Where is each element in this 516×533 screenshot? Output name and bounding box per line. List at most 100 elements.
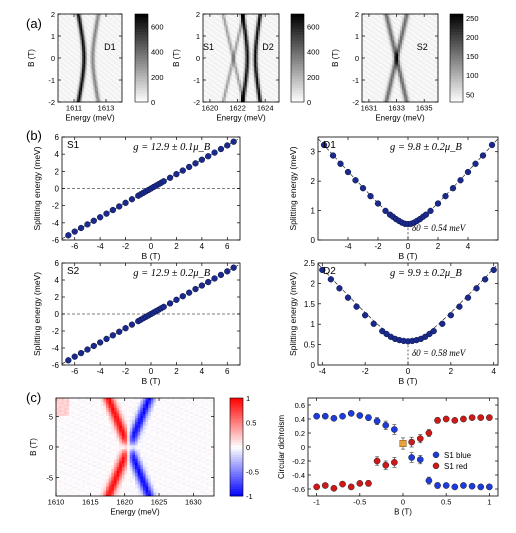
heatmap-cell: [112, 48, 115, 51]
heatmap-cell: [413, 65, 416, 68]
heatmap-cell: [248, 91, 251, 94]
heatmap-cell: [248, 48, 251, 51]
heatmap-cell: [80, 15, 83, 18]
heatmap-cell: [367, 92, 370, 95]
heatmap-cell: [263, 74, 266, 77]
heatmap-cell: [413, 98, 416, 101]
heatmap-cell: [271, 67, 274, 70]
heatmap-cell: [263, 72, 266, 75]
heatmap-cell: [229, 89, 232, 92]
heatmap-cell: [233, 98, 236, 101]
heatmap-cell: [225, 59, 228, 62]
heatmap-cell: [237, 25, 240, 28]
heatmap-cell: [204, 43, 208, 46]
heatmap-cell: [109, 92, 112, 95]
heatmap-cell: [254, 50, 257, 53]
heatmap-cell: [107, 96, 110, 99]
heatmap-cell: [246, 43, 249, 46]
heatmap-cell: [106, 39, 108, 42]
heatmap-cell: [428, 100, 431, 103]
heatmap-cell: [104, 76, 107, 79]
heatmap-cell: [86, 65, 89, 68]
heatmap-cell: [275, 67, 278, 70]
heatmap-cell: [216, 34, 219, 37]
heatmap-cell: [222, 100, 225, 103]
heatmap-cell: [70, 72, 73, 75]
heatmap-cell: [78, 36, 81, 39]
heatmap-cell: [110, 21, 113, 24]
heatmap-cell: [235, 19, 238, 22]
heatmap-cell: [80, 76, 83, 79]
colorbar-segment: [135, 34, 148, 38]
heatmap-cell: [258, 25, 261, 28]
heatmap-cell: [88, 47, 91, 50]
heatmap-cell: [377, 96, 380, 99]
heatmap-cell: [261, 32, 265, 35]
heatmap-cell: [424, 98, 427, 101]
heatmap-cell: [239, 28, 242, 31]
heatmap-cell: [58, 80, 60, 83]
heatmap-cell: [254, 14, 257, 17]
heatmap-cell: [93, 45, 96, 48]
heatmap-cell: [231, 89, 234, 92]
heatmap-cell: [112, 32, 115, 35]
heatmap-cell: [373, 59, 376, 62]
heatmap-cell: [237, 76, 240, 79]
heatmap-cell: [106, 61, 108, 64]
heatmap-cell: [82, 19, 84, 22]
colorbar-segment: [135, 96, 148, 100]
heatmap-cell: [102, 83, 105, 86]
heatmap-cell: [254, 74, 257, 77]
heatmap-cell: [248, 81, 251, 84]
heatmap-cell: [58, 69, 60, 72]
heatmap-cell: [381, 83, 384, 86]
heatmap-cell: [218, 34, 221, 37]
heatmap-cell: [415, 83, 418, 86]
heatmap-cell: [86, 89, 89, 92]
heatmap-cell: [72, 94, 75, 97]
heatmap-cell: [216, 52, 219, 55]
heatmap-cell: [365, 56, 368, 59]
heatmap-cell: [109, 37, 112, 40]
heatmap-cell: [83, 23, 86, 26]
heatmap-cell: [415, 85, 418, 88]
heatmap-cell: [115, 94, 118, 97]
heatmap-cell: [75, 67, 78, 70]
heatmap-cell: [208, 76, 211, 79]
heatmap-cell: [258, 39, 261, 42]
heatmap-cell: [114, 72, 116, 75]
heatmap-cell: [106, 48, 108, 51]
heatmap-cell: [86, 85, 89, 88]
heatmap-cell: [101, 43, 104, 46]
heatmap-cell: [90, 100, 92, 103]
heatmap-cell: [233, 36, 236, 39]
heatmap-cell: [269, 89, 272, 92]
heatmap-cell: [90, 83, 92, 86]
heatmap-cell: [436, 59, 439, 62]
heatmap-cell: [381, 78, 384, 81]
heatmap-cell: [216, 76, 219, 79]
heatmap-cell: [365, 98, 368, 101]
heatmap-cell: [263, 26, 266, 29]
heatmap-cell: [218, 32, 221, 35]
heatmap-cell: [106, 89, 108, 92]
heatmap-cell: [386, 87, 389, 90]
heatmap-cell: [405, 78, 408, 81]
heatmap-cell: [206, 65, 209, 68]
heatmap-cell: [384, 78, 387, 81]
heatmap-cell: [69, 65, 72, 68]
heatmap-cell: [93, 89, 96, 92]
heatmap-cell: [242, 21, 246, 24]
heatmap-cell: [400, 59, 403, 62]
heatmap-cell: [222, 48, 225, 51]
heatmap-cell: [419, 70, 422, 73]
heatmap-cell: [269, 61, 272, 64]
heatmap-cell: [254, 100, 257, 103]
heatmap-cell: [91, 100, 94, 103]
heatmap-cell: [70, 87, 73, 90]
heatmap-cell: [263, 47, 266, 50]
heatmap-cell: [384, 80, 387, 83]
heatmap-cell: [273, 80, 276, 83]
heatmap-cell: [381, 61, 384, 64]
heatmap-cell: [260, 87, 263, 90]
